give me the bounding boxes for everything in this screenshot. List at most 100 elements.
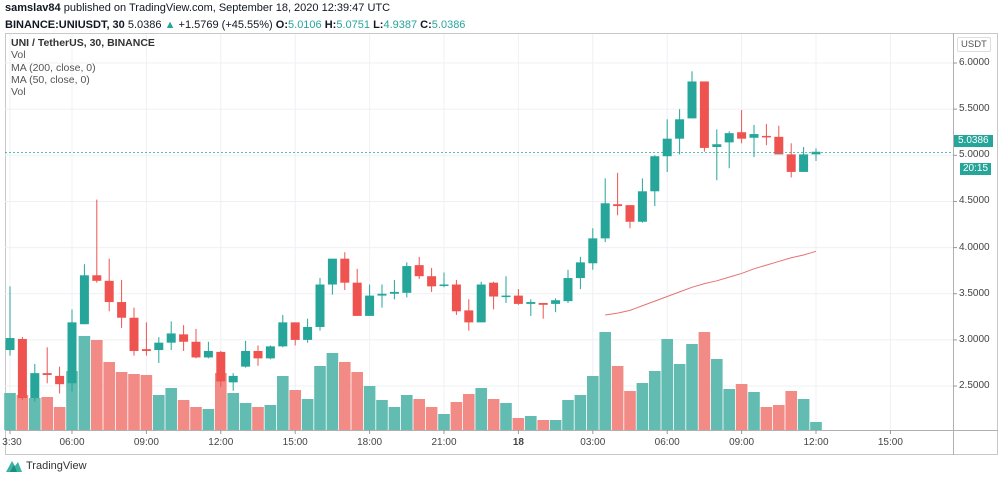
volume-bar (797, 399, 810, 430)
volume-bar (388, 407, 401, 430)
candle-body (799, 154, 809, 172)
open-value: 5.0106 (288, 19, 322, 31)
volume-bar (401, 395, 413, 430)
candle-body (637, 191, 647, 222)
volume-bar (339, 362, 351, 430)
time-tick-label: 15:00 (282, 437, 308, 448)
price-tick-label: 3.5000 (959, 287, 990, 299)
time-tick-label: 06:00 (59, 437, 85, 448)
tradingview-logo[interactable]: TradingView (5, 459, 87, 473)
author-name[interactable]: samslav84 (5, 2, 61, 14)
last-price: 5.0386 (127, 19, 162, 31)
legend-item-vol[interactable]: Vol (11, 86, 26, 99)
candle-body (315, 284, 325, 327)
volume-bar (326, 353, 339, 430)
candle-body (17, 338, 27, 399)
high-label: H: (324, 19, 337, 31)
volume-bar (239, 403, 252, 430)
volume-bar (624, 391, 636, 430)
close-value: 5.0386 (431, 19, 466, 31)
candle-body (563, 278, 573, 302)
candle-body (265, 346, 275, 359)
candle-body (241, 350, 251, 367)
symbol-info: BINANCE:UNIUSDT, 30 5.0386 ▲ +1.5769 (+4… (5, 19, 465, 31)
volume-bar (227, 393, 239, 430)
candle-body (228, 375, 238, 383)
candle-body (203, 350, 213, 358)
volume-bar (773, 405, 785, 430)
volume-bar (810, 422, 822, 430)
volume-bar (525, 416, 537, 430)
legend-title[interactable]: UNI / TetherUS, 30, BINANCE (11, 37, 155, 49)
volume-bar (91, 340, 103, 430)
volume-bar (140, 375, 153, 430)
ma50-line (605, 250, 817, 316)
legend-item-ma200[interactable]: MA (200, close, 0) (11, 61, 96, 74)
volume-bar (128, 374, 140, 430)
volume-bar (115, 372, 128, 430)
price-tick-label: 4.5000 (959, 195, 990, 207)
volume-bar (549, 420, 562, 430)
volume-bar (413, 399, 425, 430)
candle-body (749, 134, 759, 138)
volume-bar (785, 391, 797, 430)
candle-body (662, 138, 672, 157)
legend-item-vol[interactable]: Vol (11, 49, 26, 62)
candle-body (216, 351, 226, 382)
candle-body (340, 258, 350, 283)
time-tick-label: 03:00 (580, 437, 606, 448)
low-label: L: (373, 19, 384, 31)
publish-info: samslav84 published on TradingView.com, … (5, 2, 390, 14)
bar-countdown: 20:15 (960, 163, 992, 175)
volume-bar (673, 364, 686, 430)
volume-bar (425, 407, 438, 430)
brand-name: TradingView (26, 460, 87, 472)
current-price-label: 5.0386 (954, 135, 993, 147)
candle-body (129, 317, 139, 351)
price-tick-label: 5.0000 (959, 149, 990, 161)
volume-bar (202, 409, 215, 430)
candle-body (303, 326, 313, 340)
candle-body (724, 133, 734, 143)
candle-body (365, 295, 375, 316)
candle-body (464, 310, 474, 323)
candle-body (5, 338, 15, 351)
volume-bar (252, 407, 264, 430)
time-tick-label: 12:00 (208, 437, 234, 448)
candle-body (712, 144, 722, 147)
time-tick-label: 18 (512, 437, 524, 448)
volume-bar (735, 384, 748, 430)
candle-body (774, 136, 784, 155)
candle-body (42, 373, 52, 375)
time-tick-label: 06:00 (654, 437, 680, 448)
chart-legend: UNI / TetherUS, 30, BINANCE Vol MA (200,… (11, 37, 155, 98)
volume-bar (698, 332, 711, 430)
legend-item-ma50[interactable]: MA (50, close, 0) (11, 73, 90, 86)
high-value: 5.0751 (336, 19, 370, 31)
candle-body (675, 119, 685, 139)
volume-bar (66, 371, 78, 430)
volume-bar (4, 393, 16, 430)
volume-bar (16, 395, 29, 430)
candle-body (811, 151, 821, 155)
publish-text: published on TradingView.com, September … (60, 2, 391, 14)
candle-body (377, 293, 387, 296)
price-tick-label: 4.0000 (959, 241, 990, 253)
candle-body (588, 238, 598, 264)
volume-bar (537, 420, 549, 430)
candle-body (290, 322, 300, 340)
volume-bar (190, 407, 202, 430)
volume-bar (723, 389, 735, 430)
candle-body (613, 204, 623, 207)
volume-bar (574, 395, 587, 430)
candle-body (439, 284, 449, 287)
volume-bar (376, 400, 388, 430)
volume-bar (512, 418, 525, 430)
currency-button[interactable]: USDT (957, 37, 991, 52)
volume-bar (41, 397, 53, 430)
candle-body (352, 282, 362, 316)
price-tick-label: 2.5000 (959, 380, 990, 392)
volume-bar (153, 395, 165, 430)
volume-bar (611, 366, 624, 430)
